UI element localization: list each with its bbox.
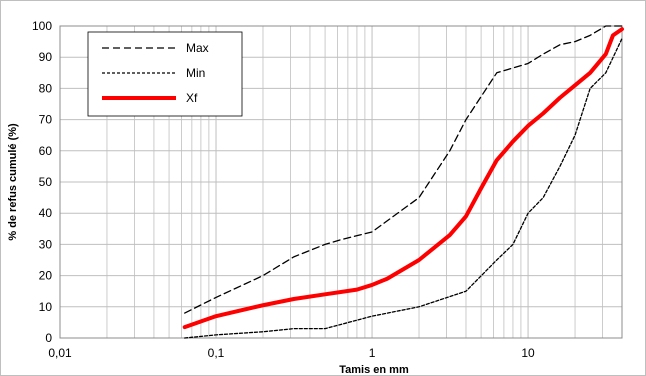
series-line-xf [182,27,624,330]
y-tick-label: 100 [32,19,52,33]
x-tick-label: 10 [521,346,535,360]
y-tick-label: 30 [39,237,53,251]
plot-area-border [59,25,623,339]
y-tick-label: 20 [39,269,53,283]
label-layer: 0 10 20 30 40 50 60 70 80 90 100 0,01 0,1 1 10 [32,19,535,360]
y-axis-title: % de refus cumulé (%) [7,123,19,241]
legend-box [87,31,243,117]
y-tick-label: 60 [39,144,53,158]
y-tick-label: 40 [39,206,53,220]
y-tick-label: 50 [39,175,53,189]
y-tick-label: 70 [39,113,53,127]
legend: Max Min Xf [87,31,243,117]
y-tick-label: 80 [39,81,53,95]
series-layer [182,25,624,339]
series-line-min [184,37,623,339]
x-axis-title: Tamis en mm [339,364,409,376]
y-tick-label: 10 [39,300,53,314]
series-line-max [184,25,623,314]
legend-label-xf: Xf [186,91,198,105]
y-tick-label: 90 [39,50,53,64]
axis-layer [59,25,623,339]
legend-label-max: Max [186,41,209,55]
x-tick-label: 1 [369,346,376,360]
legend-label-min: Min [186,66,205,80]
y-tick-label: 0 [45,331,52,345]
x-tick-label: 0,01 [48,346,72,360]
x-tick-label: 0,1 [208,346,225,360]
